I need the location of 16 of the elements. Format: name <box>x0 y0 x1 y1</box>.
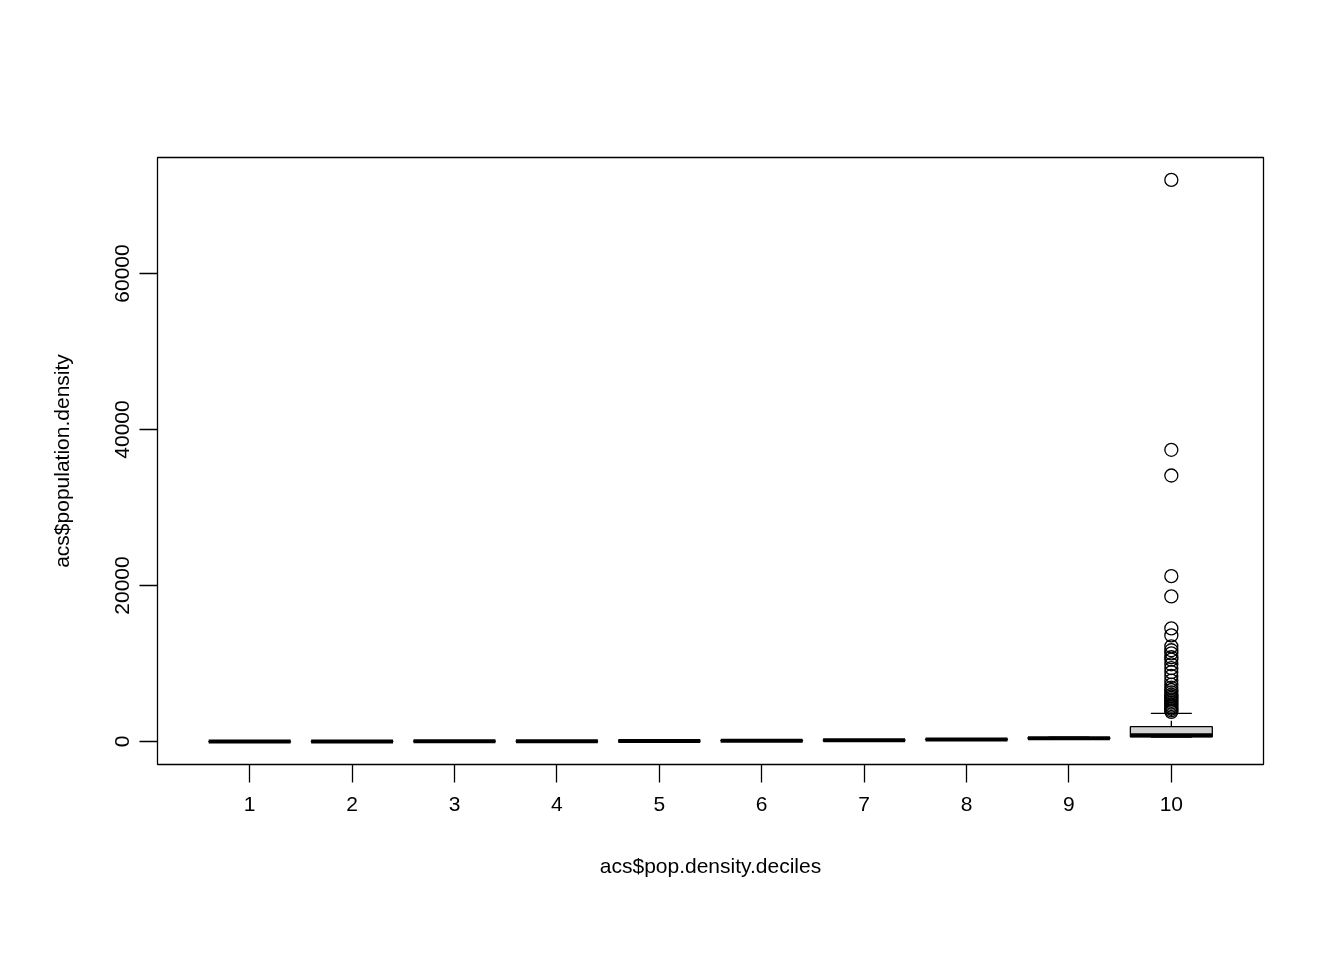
x-tick-label: 8 <box>960 791 973 815</box>
y-axis-title: acs$population.density <box>49 353 73 568</box>
y-tick-label: 60000 <box>110 244 134 303</box>
x-tick-label: 1 <box>243 791 256 815</box>
x-tick-label: 6 <box>755 791 768 815</box>
y-tick-label: 0 <box>110 735 134 748</box>
x-tick-label: 5 <box>653 791 666 815</box>
y-tick-label: 20000 <box>110 556 134 615</box>
x-tick-label: 9 <box>1063 791 1075 815</box>
y-tick-label: 40000 <box>110 400 134 459</box>
x-tick-label: 7 <box>858 791 870 815</box>
x-axis-title: acs$pop.density.deciles <box>599 853 822 877</box>
x-tick-label: 4 <box>551 791 564 815</box>
x-tick-label: 10 <box>1159 791 1184 815</box>
x-tick-label: 2 <box>346 791 358 815</box>
x-tick-label: 3 <box>448 791 461 815</box>
